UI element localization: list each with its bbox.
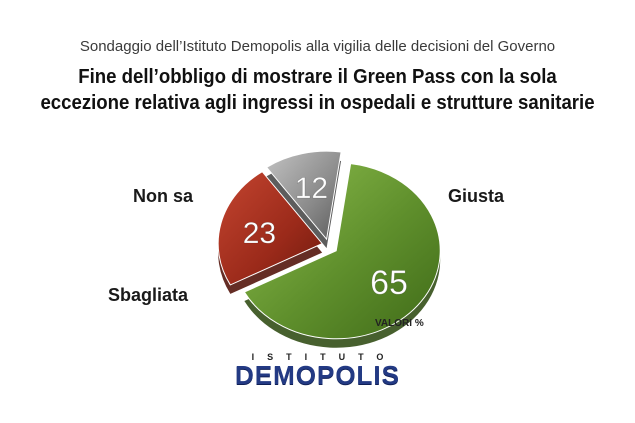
chart-title-line-2: eccezione relativa agli ingressi in ospe… [40,92,595,114]
values-unit-note: VALORI % [375,318,424,329]
logo-top-text: ISTITUTO [251,352,397,362]
chart-title-line-1: Fine dell’obbligo di mostrare il Green P… [78,66,557,88]
chart-title: Fine dell’obbligo di mostrare il Green P… [22,64,613,116]
pie-value-label-sbagliata: 23 [243,217,276,250]
slice-label-giusta: Giusta [448,186,505,206]
slice-label-non-sa: Non sa [133,186,194,206]
pie-value-label-non-sa: 12 [295,172,328,205]
pie-value-labels: 65 23 12 [242,172,408,302]
logo-main-text: DEMOPOLIS [234,360,400,390]
pie-value-label-giusta: 65 [370,264,408,302]
pie-slice-sbagliata [217,171,323,286]
pie-slices [217,150,441,348]
pie-slice-non-sa [265,150,342,241]
pie-slice-giusta [243,163,441,340]
chart-subtitle: Sondaggio dell’Istituto Demopolis alla v… [79,38,556,55]
slice-label-sbagliata: Sbagliata [108,285,189,305]
demopolis-logo: ISTITUTO DEMOPOLIS [0,352,635,391]
